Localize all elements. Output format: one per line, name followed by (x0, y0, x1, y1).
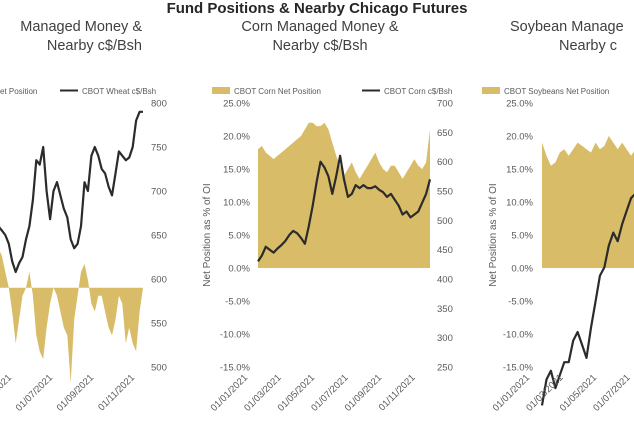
corn-right-tick-label: 350 (437, 304, 453, 315)
corn-left-tick-label: 25.0% (223, 99, 250, 110)
wheat-x-tick-label: 01/07/2021 (14, 372, 55, 413)
corn-left-tick-label: -10.0% (220, 330, 251, 341)
corn-left-tick-label: -5.0% (225, 297, 250, 308)
corn-title-line-1: Corn Managed Money & (241, 19, 399, 35)
soy-left-tick-label: -15.0% (503, 363, 534, 374)
corn-left-tick-label: 20.0% (223, 132, 250, 143)
wheat-right-tick-label: 600 (151, 275, 167, 286)
wheat-right-tick-label: 700 (151, 187, 167, 198)
soy-left-tick-label: 15.0% (506, 165, 533, 176)
corn-right-tick-label: 300 (437, 333, 453, 344)
soy-left-tick-label: -10.0% (503, 330, 534, 341)
corn-right-tick-label: 550 (437, 187, 453, 198)
wheat-title-line-1: Managed Money & (20, 19, 142, 35)
soy-left-tick-label: 0.0% (511, 264, 533, 275)
soy-y-axis-label: Net Position as % of OI (488, 183, 499, 286)
corn-net-position-area (258, 122, 430, 268)
wheat-right-tick-label: 800 (151, 99, 167, 110)
wheat-x-tick-label: 01/05/2021 (0, 372, 14, 413)
soy-legend-area-swatch (482, 87, 500, 94)
corn-left-tick-label: 15.0% (223, 165, 250, 176)
soy-net-position-area (542, 136, 634, 268)
soy-title-line-1: Soybean Manage (510, 19, 624, 35)
wheat-legend-net-label: et Position (0, 87, 37, 96)
soy-panel-title: Soybean Manage Nearby c (510, 18, 634, 56)
corn-legend-price-label: CBOT Corn c$/Bsh (384, 87, 452, 96)
corn-left-tick-label: -15.0% (220, 363, 251, 374)
wheat-right-tick-label: 750 (151, 143, 167, 154)
corn-panel-title: Corn Managed Money & Nearby c$/Bsh (200, 18, 440, 56)
corn-left-tick-label: 5.0% (228, 231, 250, 242)
soy-left-tick-label: 25.0% (506, 99, 533, 110)
corn-y-axis-label: Net Position as % of OI (202, 183, 213, 286)
wheat-legend-price-label: CBOT Wheat c$/Bsh (82, 87, 156, 96)
wheat-panel-title: Managed Money & Nearby c$/Bsh (0, 18, 142, 56)
corn-title-line-2: Nearby c$/Bsh (272, 38, 368, 54)
soy-title-line-2: Nearby c (559, 38, 618, 54)
soy-price-line (540, 193, 634, 406)
corn-price-line (257, 154, 432, 263)
corn-right-tick-label: 450 (437, 245, 453, 256)
soy-legend-net-label: CBOT Soybeans Net Position (504, 87, 609, 96)
corn-right-tick-label: 600 (437, 157, 453, 168)
figure-title: Fund Positions & Nearby Chicago Futures (166, 0, 468, 17)
corn-right-tick-label: 500 (437, 216, 453, 227)
corn-legend-net-label: CBOT Corn Net Position (234, 87, 321, 96)
corn-x-tick-label: 01/11/2021 (377, 372, 418, 413)
wheat-title-line-2: Nearby c$/Bsh (46, 38, 142, 54)
wheat-x-tick-label: 01/11/2021 (96, 372, 137, 413)
wheat-right-tick-label: 550 (151, 319, 167, 330)
wheat-price-line (0, 110, 143, 274)
corn-right-tick-label: 250 (437, 363, 453, 374)
wheat-net-position-area (0, 251, 143, 384)
corn-left-tick-label: 0.0% (228, 264, 250, 275)
corn-right-tick-label: 650 (437, 128, 453, 139)
wheat-x-tick-label: 01/09/2021 (55, 372, 96, 413)
corn-right-tick-label: 700 (437, 99, 453, 110)
wheat-right-tick-label: 500 (151, 363, 167, 374)
corn-left-tick-label: 10.0% (223, 198, 250, 209)
soy-left-tick-label: -5.0% (508, 297, 533, 308)
corn-legend-area-swatch (212, 87, 230, 94)
soy-left-tick-label: 20.0% (506, 132, 533, 143)
soy-left-tick-label: 5.0% (511, 231, 533, 242)
wheat-right-tick-label: 650 (151, 231, 167, 242)
corn-right-tick-label: 400 (437, 275, 453, 286)
soy-left-tick-label: 10.0% (506, 198, 533, 209)
